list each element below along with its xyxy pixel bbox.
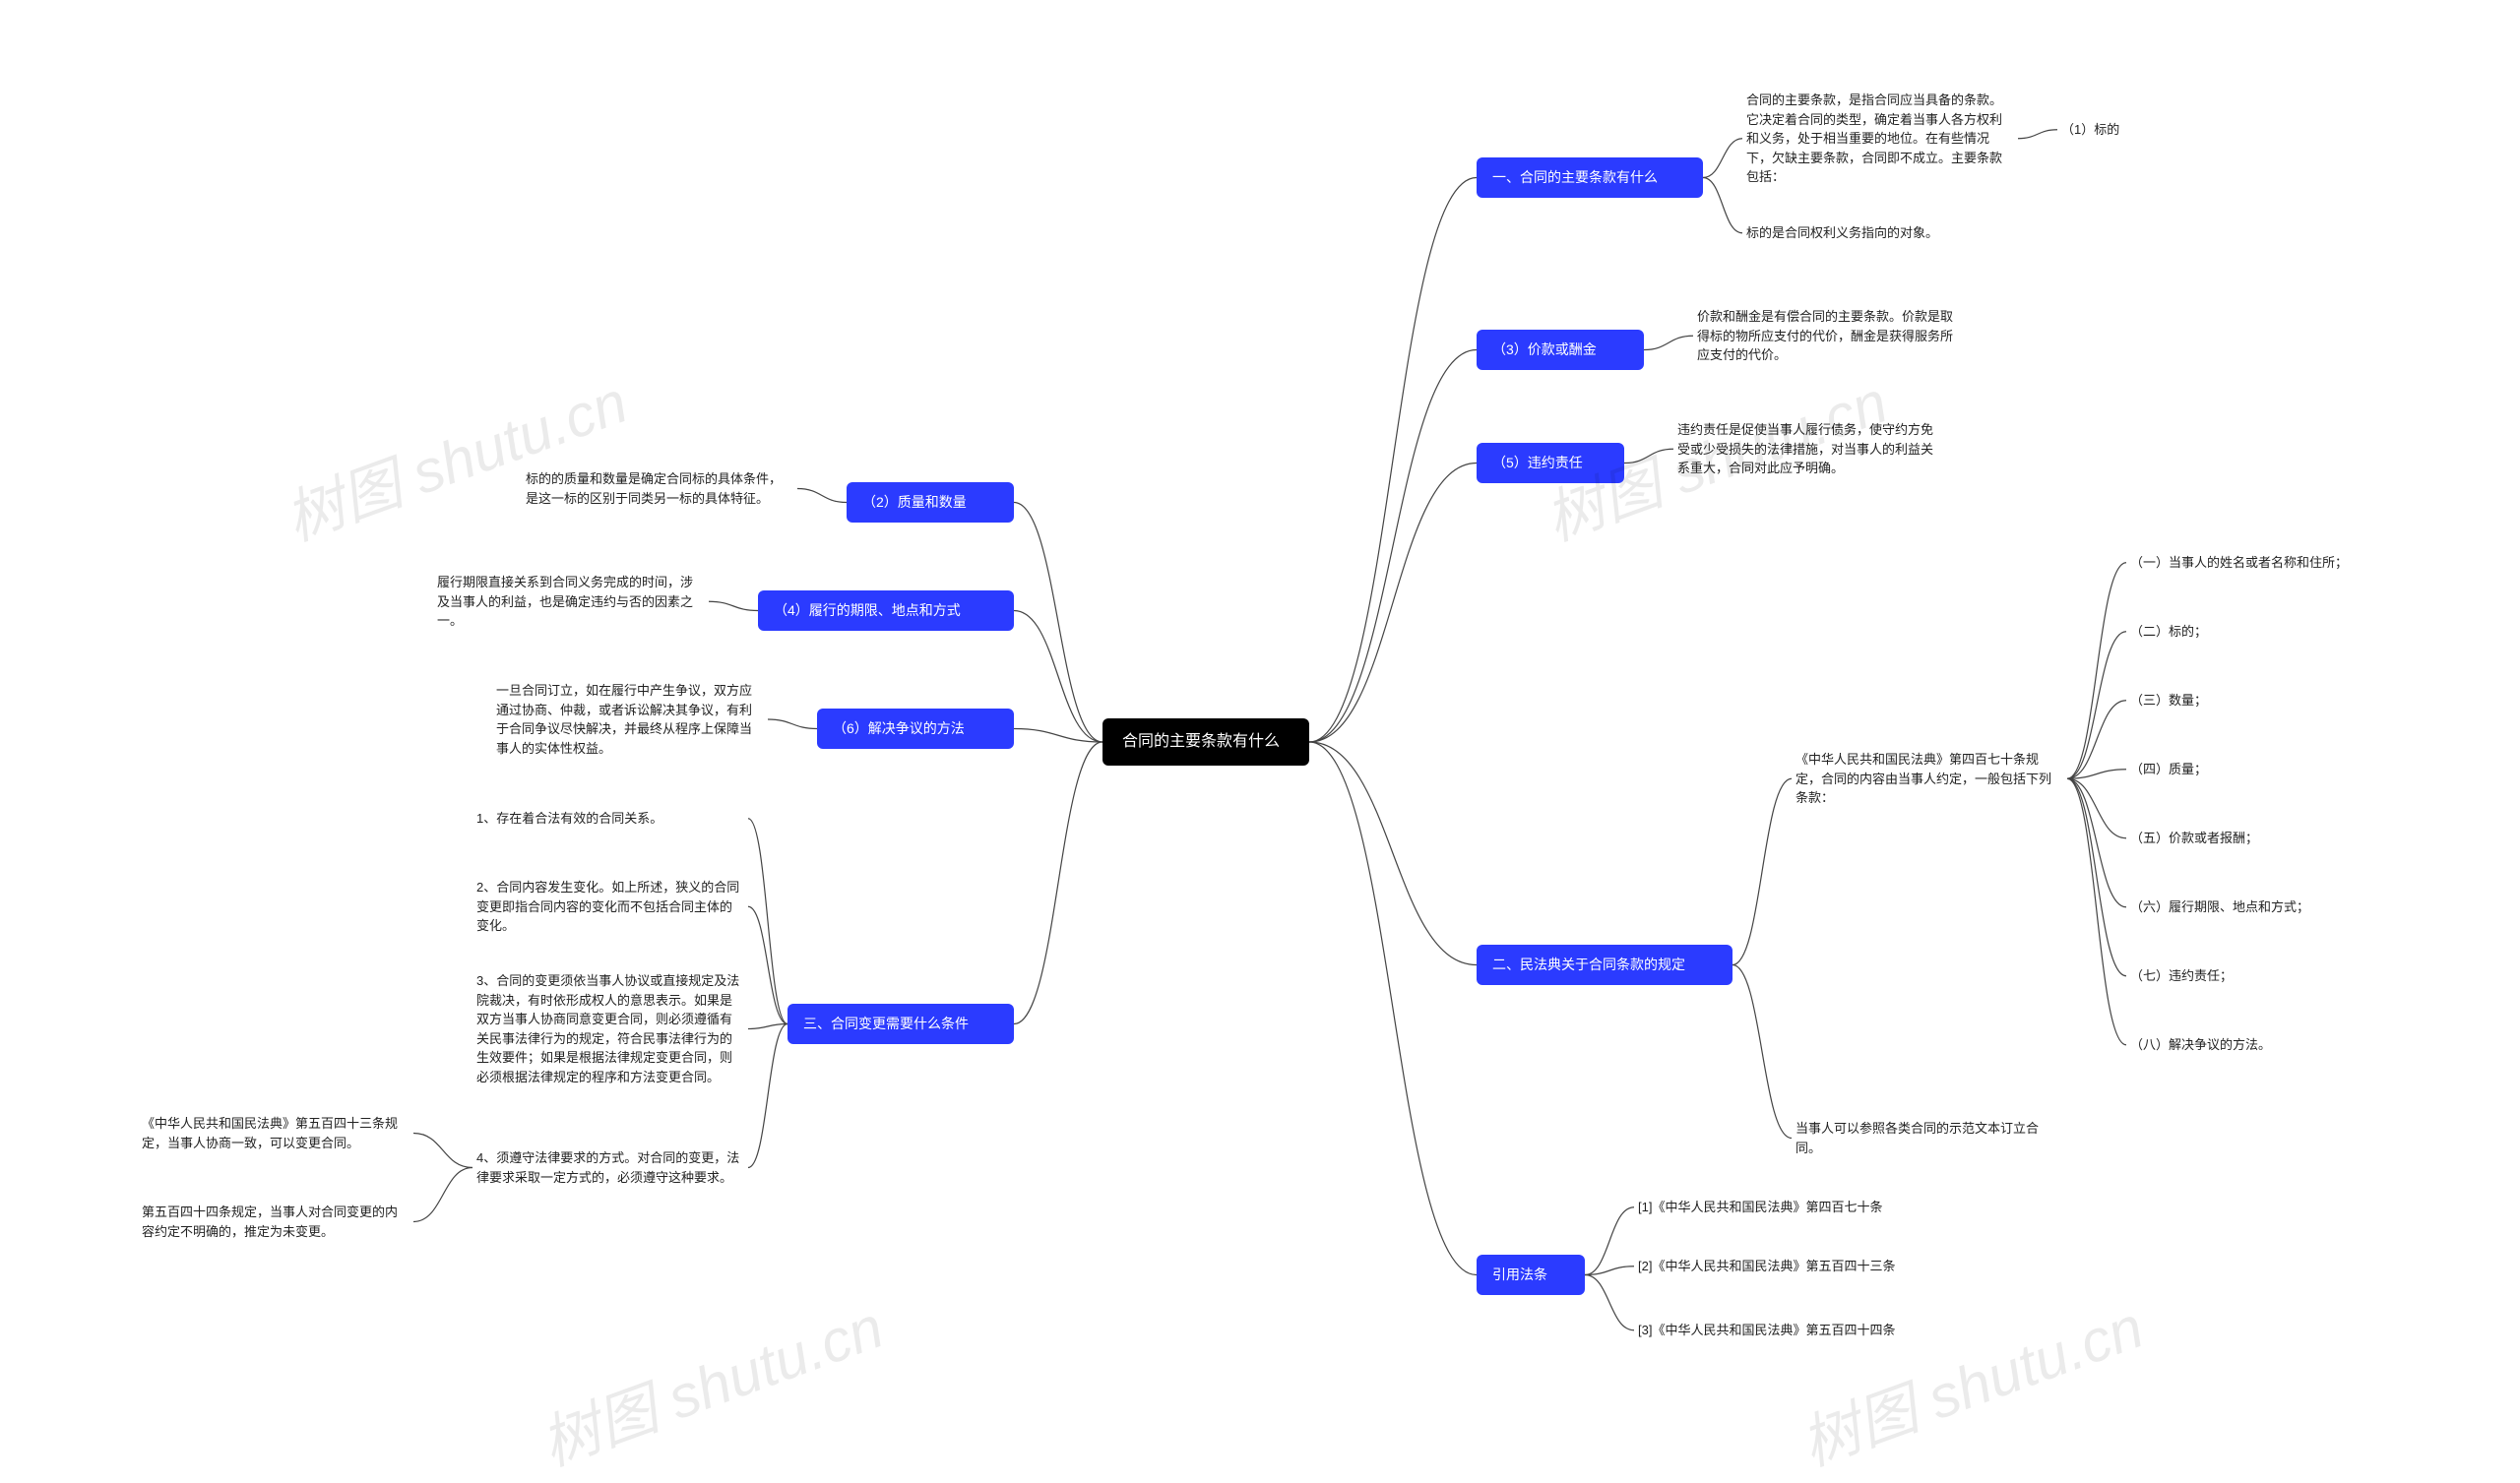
leaf-r4a8[interactable]: （八）解决争议的方法。: [2126, 1033, 2343, 1057]
leaf-r4a3[interactable]: （三）数量；: [2126, 689, 2274, 712]
leaf-l4d[interactable]: 4、须遵守法律要求的方式。对合同的变更，法律要求采取一定方式的，必须遵守这种要求…: [472, 1146, 748, 1189]
watermark: 树图 shutu.cn: [272, 354, 637, 557]
leaf-l1a[interactable]: 标的的质量和数量是确定合同标的具体条件，是这一标的区别于同类另一标的具体特征。: [522, 467, 797, 510]
leaf-l4b[interactable]: 2、合同内容发生变化。如上所述，狭义的合同变更即指合同内容的变化而不包括合同主体…: [472, 876, 748, 938]
branch-r1[interactable]: 一、合同的主要条款有什么: [1477, 157, 1703, 198]
leaf-l4d1[interactable]: 《中华人民共和国民法典》第五百四十三条规定，当事人协商一致，可以变更合同。: [138, 1112, 413, 1154]
leaf-r4a7[interactable]: （七）违约责任；: [2126, 964, 2303, 988]
leaf-r4a5[interactable]: （五）价款或者报酬；: [2126, 827, 2323, 850]
leaf-r1a1[interactable]: （1）标的: [2057, 118, 2156, 142]
leaf-r3a[interactable]: 违约责任是促使当事人履行债务，使守约方免受或少受损失的法律措施，对当事人的利益关…: [1673, 418, 1949, 480]
leaf-r5c[interactable]: [3]《中华人民共和国民法典》第五百四十四条: [1634, 1319, 1910, 1342]
leaf-l4a[interactable]: 1、存在着合法有效的合同关系。: [472, 807, 748, 831]
branch-r5[interactable]: 引用法条: [1477, 1255, 1585, 1295]
leaf-r5b[interactable]: [2]《中华人民共和国民法典》第五百四十三条: [1634, 1255, 1910, 1278]
watermark: 树图 shutu.cn: [528, 1279, 893, 1482]
root-node[interactable]: 合同的主要条款有什么: [1102, 718, 1309, 766]
leaf-l4c[interactable]: 3、合同的变更须依当事人协议或直接规定及法院裁决，有时依形成权人的意思表示。如果…: [472, 969, 748, 1088]
leaf-r1b[interactable]: 标的是合同权利义务指向的对象。: [1742, 221, 2018, 245]
branch-r2[interactable]: （3）价款或酬金: [1477, 330, 1644, 370]
leaf-l3a[interactable]: 一旦合同订立，如在履行中产生争议，双方应通过协商、仲裁，或者诉讼解决其争议，有利…: [492, 679, 768, 760]
branch-l4[interactable]: 三、合同变更需要什么条件: [788, 1004, 1014, 1044]
leaf-r1a[interactable]: 合同的主要条款，是指合同应当具备的条款。它决定着合同的类型，确定着当事人各方权利…: [1742, 89, 2018, 189]
leaf-r4a1[interactable]: （一）当事人的姓名或者名称和住所；: [2126, 551, 2382, 575]
leaf-r4a2[interactable]: （二）标的；: [2126, 620, 2274, 644]
leaf-l2a[interactable]: 履行期限直接关系到合同义务完成的时间，涉及当事人的利益，也是确定违约与否的因素之…: [433, 571, 709, 633]
leaf-r4b[interactable]: 当事人可以参照各类合同的示范文本订立合同。: [1792, 1117, 2067, 1159]
watermark: 树图 shutu.cn: [1788, 1279, 2153, 1482]
mindmap-canvas: 合同的主要条款有什么 一、合同的主要条款有什么 合同的主要条款，是指合同应当具备…: [0, 0, 2520, 1481]
branch-r3[interactable]: （5）违约责任: [1477, 443, 1624, 483]
branch-l2[interactable]: （4）履行的期限、地点和方式: [758, 590, 1014, 631]
leaf-r4a4[interactable]: （四）质量；: [2126, 758, 2274, 781]
leaf-l4d2[interactable]: 第五百四十四条规定，当事人对合同变更的内容约定不明确的，推定为未变更。: [138, 1201, 413, 1243]
leaf-r4a[interactable]: 《中华人民共和国民法典》第四百七十条规定，合同的内容由当事人约定，一般包括下列条…: [1792, 748, 2067, 810]
leaf-r4a6[interactable]: （六）履行期限、地点和方式；: [2126, 896, 2362, 919]
branch-r4[interactable]: 二、民法典关于合同条款的规定: [1477, 945, 1732, 985]
leaf-r2a[interactable]: 价款和酬金是有偿合同的主要条款。价款是取得标的物所应支付的代价，酬金是获得服务所…: [1693, 305, 1969, 367]
branch-l1[interactable]: （2）质量和数量: [847, 482, 1014, 523]
branch-l3[interactable]: （6）解决争议的方法: [817, 709, 1014, 749]
leaf-r5a[interactable]: [1]《中华人民共和国民法典》第四百七十条: [1634, 1196, 1910, 1219]
